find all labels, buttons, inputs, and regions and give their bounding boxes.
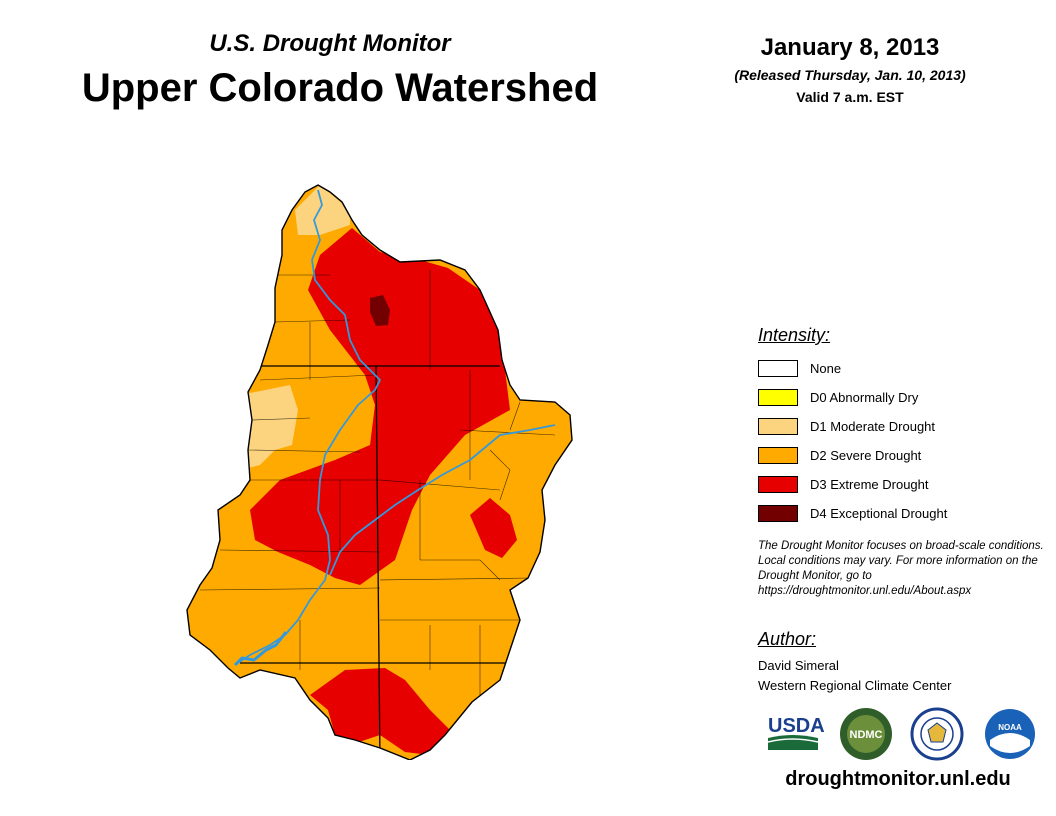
state-boundaries — [220, 365, 540, 760]
legend-item: D2 Severe Drought — [758, 441, 947, 470]
d3-region-east — [470, 498, 517, 558]
legend-swatch — [758, 389, 798, 406]
author-org: Western Regional Climate Center — [758, 678, 952, 693]
disclaimer-note: The Drought Monitor focuses on broad-sca… — [758, 540, 1044, 597]
legend-title: Intensity: — [758, 325, 831, 345]
website-link[interactable]: droughtmonitor.unl.edu — [785, 768, 1011, 790]
legend-swatch — [758, 505, 798, 522]
ndmc-logo: NDMC — [840, 708, 892, 760]
d4-region — [370, 295, 390, 326]
noaa-logo-text: NOAA — [998, 723, 1022, 732]
legend-label: D4 Exceptional Drought — [810, 506, 948, 521]
legend: None D0 Abnormally Dry D1 Moderate Drought… — [758, 354, 947, 528]
d1-region-north — [295, 185, 350, 235]
green-river — [234, 189, 381, 666]
legend-item: D0 Abnormally Dry — [758, 383, 947, 412]
commerce-seal-logo — [910, 707, 964, 761]
lake-powell — [233, 631, 288, 667]
noaa-logo: NOAA — [985, 709, 1035, 759]
watershed-map — [186, 184, 573, 760]
usda-logo: USDA — [767, 715, 825, 750]
legend-label: D3 Extreme Drought — [810, 477, 929, 492]
d1-region-west — [235, 385, 298, 470]
d3-region-south — [310, 668, 455, 755]
release-date: (Released Thursday, Jan. 10, 2013) — [734, 67, 966, 83]
author-name: David Simeral — [758, 658, 839, 673]
legend-swatch — [758, 418, 798, 435]
legend-item: D4 Exceptional Drought — [758, 499, 947, 528]
colorado-river — [329, 424, 556, 576]
legend-swatch — [758, 360, 798, 377]
county-boundaries — [199, 270, 556, 700]
legend-label: D0 Abnormally Dry — [810, 390, 919, 405]
legend-label: D2 Severe Drought — [810, 448, 922, 463]
map-date: January 8, 2013 — [760, 34, 940, 61]
legend-item: None — [758, 354, 947, 383]
legend-swatch — [758, 476, 798, 493]
d3-region-main — [250, 228, 510, 585]
legend-item: D1 Moderate Drought — [758, 412, 947, 441]
ndmc-logo-text: NDMC — [850, 729, 883, 741]
author-heading: Author: — [758, 629, 817, 649]
legend-swatch — [758, 447, 798, 464]
usda-logo-text: USDA — [768, 715, 825, 737]
author-info: David Simeral Western Regional Climate C… — [758, 656, 951, 696]
legend-label: D1 Moderate Drought — [810, 419, 936, 434]
rivers — [233, 189, 556, 667]
legend-label: None — [810, 361, 842, 376]
map-subtitle: U.S. Drought Monitor — [209, 30, 451, 57]
partner-logos: USDA NDMC NOAA — [767, 707, 1035, 761]
basin-border — [186, 184, 573, 760]
legend-item: D3 Extreme Drought — [758, 470, 947, 499]
valid-time: Valid 7 a.m. EST — [796, 89, 904, 105]
map-title: Upper Colorado Watershed — [81, 66, 599, 110]
